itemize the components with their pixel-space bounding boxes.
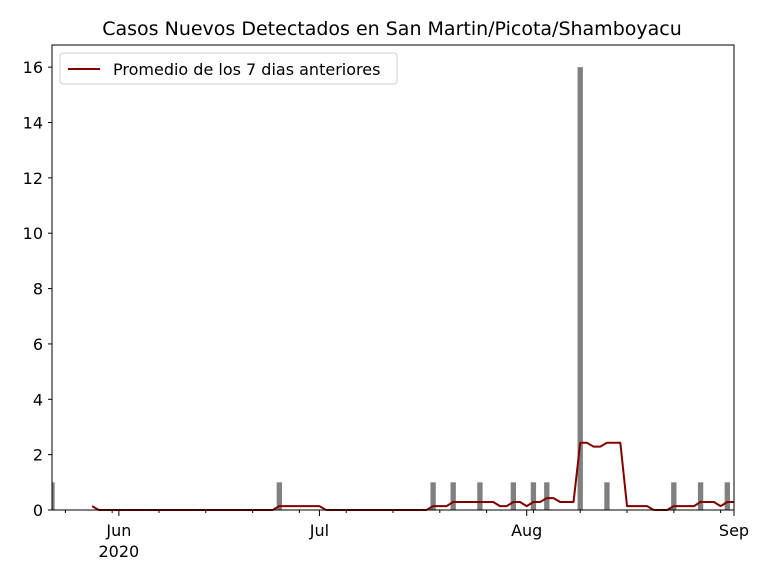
x-tick-sublabel: 2020 [99,542,140,561]
y-tick-label: 6 [33,335,43,354]
bar [604,482,610,510]
y-tick-label: 12 [23,169,43,188]
legend-box [59,52,398,85]
y-tick-label: 8 [33,280,43,299]
y-tick-label: 4 [33,390,43,409]
x-tick-label: Sep [719,521,749,540]
x-tick-label: Jun [105,521,131,540]
y-tick-label: 0 [33,501,43,520]
bar [530,482,537,510]
x-tick-label: Aug [511,521,542,540]
bar [544,482,550,510]
bar [477,482,483,510]
y-tick-label: 10 [23,224,43,243]
legend-label: Promedio de los 7 dias anteriores [113,60,380,79]
bar [724,482,730,510]
y-tick-label: 14 [23,114,43,133]
y-axis: 0 2 4 6 8 10 12 14 16 [23,58,52,520]
chart-title: Casos Nuevos Detectados en San Martin/Pi… [102,18,682,40]
y-tick-label: 16 [23,58,43,77]
bar [52,482,55,510]
bar [450,482,456,510]
bars-layer [52,67,730,511]
x-tick-label: Jul [309,521,329,540]
bar [577,67,583,511]
bar [276,482,283,510]
series-line-average [91,441,734,511]
bar [697,482,704,510]
bar [430,482,436,510]
bar [671,482,677,510]
plot-frame [51,44,735,511]
y-tick-label: 2 [33,446,43,465]
legend: Promedio de los 7 dias anteriores [59,52,398,85]
bar [510,482,517,510]
x-axis: Jun 2020 Jul Aug Sep [64,510,749,561]
line-layer [91,441,734,511]
